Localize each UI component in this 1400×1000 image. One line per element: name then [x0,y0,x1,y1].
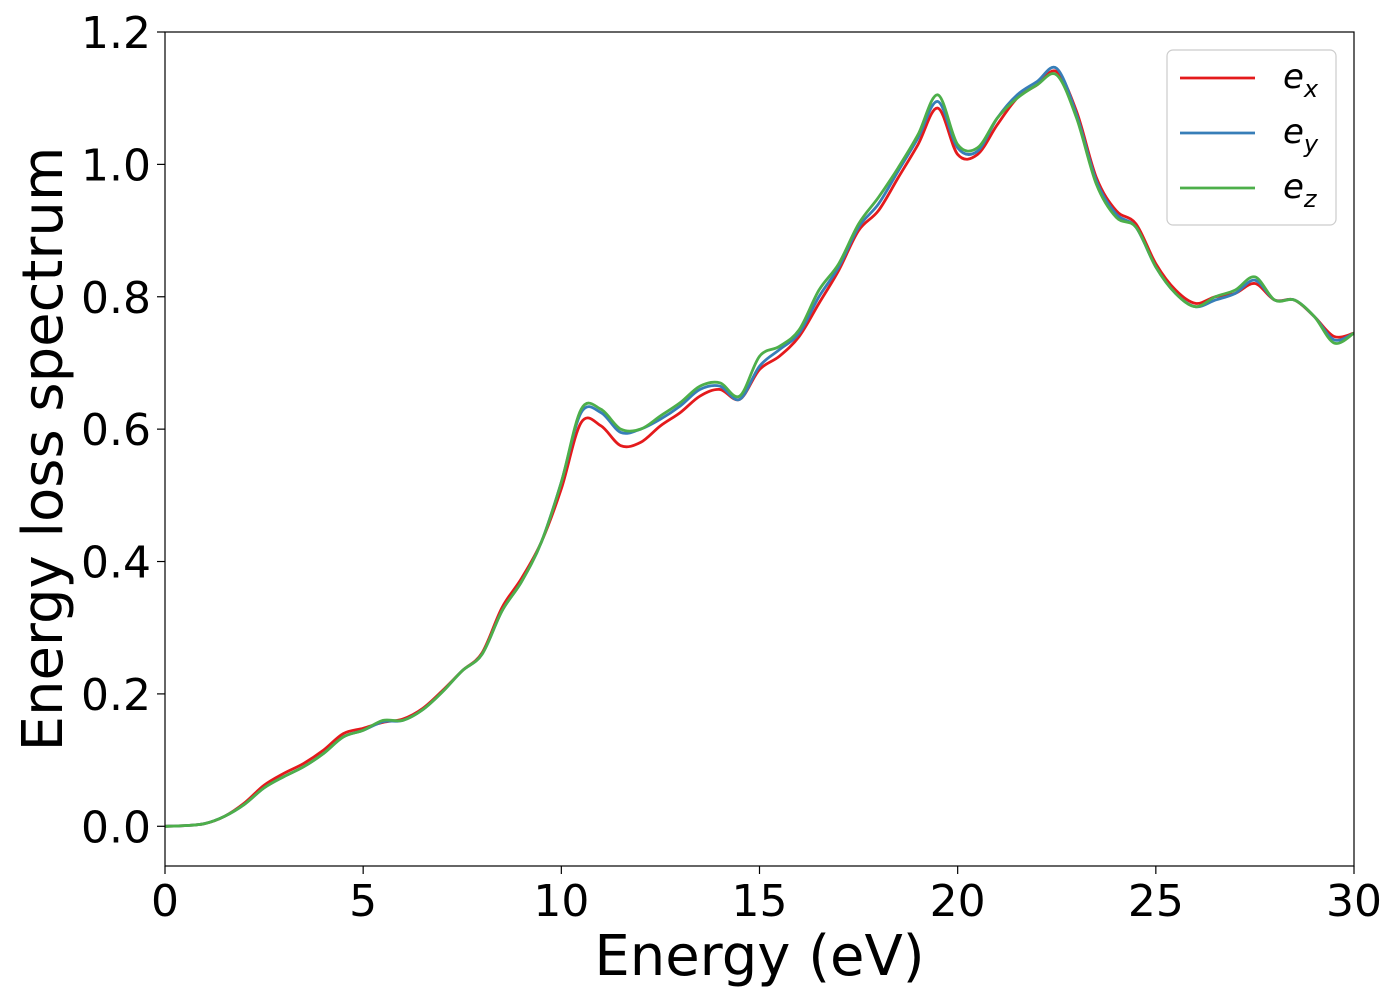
x-axis-label: Energy (eV) [594,924,924,989]
series-line-ez [164,72,1355,828]
x-tick-label: 5 [349,876,377,927]
y-tick-label: 0.6 [81,405,151,456]
x-tick-label: 30 [1326,876,1382,927]
y-axis: 0.0 0.2 0.4 0.6 0.8 1.0 1.2 [81,8,165,853]
y-tick-label: 1.0 [81,140,151,191]
y-axis-label: Energy loss spectrum [11,147,76,752]
series-line-ex [164,69,1355,828]
y-tick-label: 0.0 [81,802,151,853]
y-tick-label: 1.2 [81,8,151,59]
x-tick-label: 10 [533,876,589,927]
legend-label: ez [1283,167,1318,213]
x-tick-label: 0 [151,876,179,927]
x-tick-label: 20 [930,876,986,927]
x-tick-label: 15 [732,876,788,927]
y-tick-label: 0.8 [81,273,151,324]
y-tick-label: 0.2 [81,670,151,721]
x-tick-label: 25 [1128,876,1184,927]
legend-box [1166,49,1337,226]
y-tick-label: 0.4 [81,538,151,589]
series-lines [164,65,1355,828]
x-axis: 0 5 10 15 20 25 30 [151,866,1382,927]
